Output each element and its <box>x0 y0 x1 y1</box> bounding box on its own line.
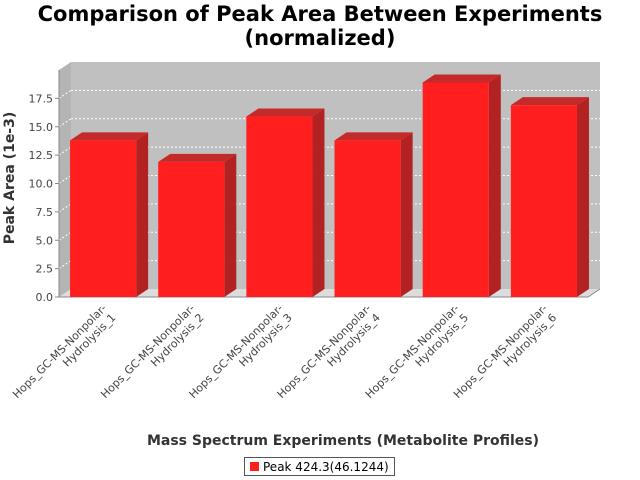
y-tick-label: 5.0 <box>36 234 54 247</box>
y-tick-label: 7.5 <box>36 206 54 219</box>
bar-side <box>576 97 589 297</box>
bar-front <box>246 116 313 297</box>
bar-top <box>334 132 413 141</box>
bars <box>70 74 589 297</box>
y-tick-label: 12.5 <box>29 149 54 162</box>
legend: Peak 424.3(46.1244) <box>244 457 395 476</box>
bar-side <box>224 153 237 297</box>
bar-front <box>334 140 401 297</box>
bar <box>422 74 501 297</box>
plot-left-wall <box>59 62 71 297</box>
grid-line-diag <box>58 231 72 241</box>
grid-line-diag <box>58 175 72 184</box>
bar <box>70 132 149 297</box>
bar-front <box>510 105 577 297</box>
bar-side <box>400 132 413 297</box>
chart-title-line-1: Comparison of Peak Area Between Experime… <box>37 2 603 26</box>
y-tick-label: 10.0 <box>29 178 54 191</box>
bar-top <box>422 74 501 83</box>
bar-front <box>422 82 489 297</box>
bar <box>510 97 589 297</box>
y-tick-label: 17.5 <box>29 92 54 105</box>
x-axis: Hops_GC-MS-Nonpolar-Hydrolysis_1Hops_GC-… <box>10 302 559 401</box>
bar <box>246 108 325 297</box>
chart-title: Comparison of Peak Area Between Experime… <box>0 2 640 50</box>
grid-line-diag <box>58 118 72 128</box>
y-tick-label: 2.5 <box>36 263 54 276</box>
bar-top <box>246 108 325 117</box>
bar <box>158 153 237 297</box>
y-axis: 0.0 2.5 5.0 7.5 10.0 12.5 15.0 17.5 <box>29 70 60 304</box>
bar-side <box>312 108 325 297</box>
legend-label: Peak 424.3(46.1244) <box>263 459 389 474</box>
bar <box>334 132 413 297</box>
grid-line-diag <box>58 260 72 270</box>
x-axis-label: Mass Spectrum Experiments (Metabolite Pr… <box>147 433 539 449</box>
grid-line-diag <box>58 146 72 156</box>
bar-front <box>70 140 137 297</box>
bar-front <box>158 161 225 297</box>
bar-top <box>510 97 589 106</box>
grid-line-diag <box>58 89 72 99</box>
y-tick-label: 15.0 <box>29 121 54 134</box>
bar-top <box>70 132 149 141</box>
bar-side <box>136 132 149 297</box>
y-tick-label: 0.0 <box>36 291 54 304</box>
grid-line-diag <box>58 203 72 213</box>
bar-side <box>488 74 501 297</box>
legend-swatch <box>250 462 259 471</box>
floor-edge <box>587 288 601 298</box>
y-axis-label: Peak Area (1e-3) <box>2 112 18 245</box>
bar-top <box>158 153 237 162</box>
chart-title-line-2: (normalized) <box>244 26 396 50</box>
